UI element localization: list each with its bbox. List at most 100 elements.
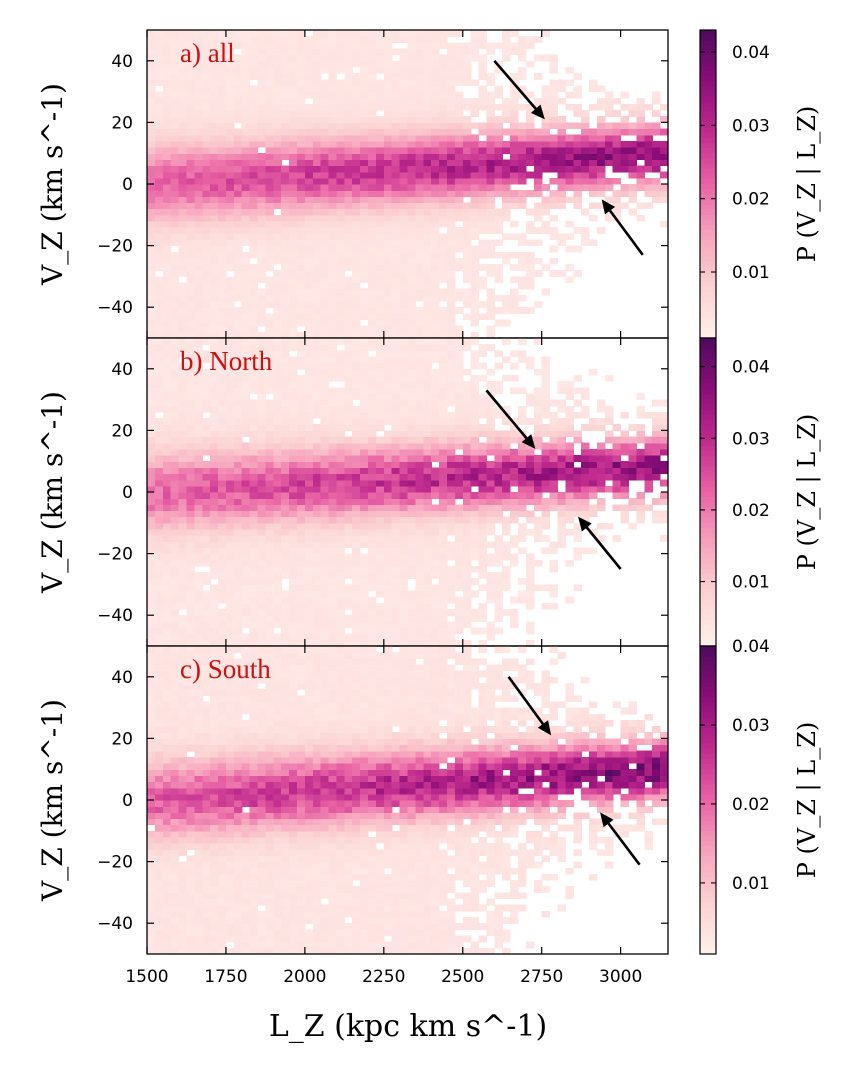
- heatmap-cell: [446, 424, 456, 431]
- heatmap-cell: [202, 85, 211, 93]
- heatmap-cell: [533, 36, 543, 43]
- heatmap-cell: [312, 196, 322, 204]
- heatmap-cell: [186, 319, 195, 327]
- heatmap-cell: [518, 479, 527, 487]
- heatmap-cell: [218, 442, 227, 450]
- heatmap-cell: [296, 350, 306, 358]
- heatmap-cell: [210, 338, 219, 345]
- heatmap-cell: [186, 541, 195, 549]
- heatmap-cell: [352, 418, 361, 425]
- heatmap-cell: [399, 264, 409, 271]
- colorbar-segment: [700, 45, 716, 52]
- heatmap-cell: [328, 344, 338, 351]
- heatmap-cell: [328, 399, 338, 407]
- heatmap-cell: [328, 602, 338, 610]
- heatmap-cell: [194, 233, 203, 241]
- heatmap-cell: [494, 627, 503, 635]
- heatmap-cell: [439, 208, 448, 216]
- heatmap-cell: [186, 621, 195, 629]
- heatmap-cell: [147, 307, 156, 314]
- heatmap-cell: [312, 461, 322, 468]
- heatmap-cell: [454, 510, 464, 518]
- heatmap-cell: [375, 313, 385, 321]
- heatmap-cell: [462, 621, 472, 629]
- heatmap-cell: [281, 54, 290, 62]
- heatmap-cell: [312, 442, 322, 450]
- heatmap-cell: [375, 381, 385, 388]
- heatmap-cell: [399, 522, 409, 530]
- heatmap-cell: [241, 547, 251, 555]
- heatmap-cell: [518, 510, 527, 518]
- heatmap-cell: [628, 190, 638, 197]
- heatmap-cell: [249, 627, 259, 635]
- heatmap-cell: [202, 288, 211, 296]
- heatmap-cell: [352, 528, 361, 536]
- heatmap-cell: [454, 30, 464, 37]
- heatmap-cell: [612, 110, 622, 117]
- heatmap-cell: [454, 110, 464, 117]
- heatmap-cell: [344, 147, 353, 154]
- heatmap-cell: [525, 393, 535, 401]
- heatmap-cell: [147, 461, 156, 468]
- heatmap-cell: [289, 331, 298, 339]
- heatmap-cell: [423, 405, 432, 413]
- heatmap-cell: [162, 609, 172, 616]
- heatmap-cell: [462, 227, 472, 234]
- heatmap-cell: [360, 528, 369, 536]
- heatmap-cell: [304, 479, 314, 487]
- heatmap-cell: [423, 36, 432, 43]
- heatmap-cell: [360, 276, 369, 284]
- heatmap-cell: [494, 504, 503, 512]
- heatmap-cell: [312, 405, 322, 413]
- heatmap-cell: [478, 455, 488, 462]
- heatmap-cell: [281, 565, 290, 573]
- heatmap-cell: [573, 153, 582, 160]
- heatmap-cell: [446, 387, 456, 395]
- heatmap-cell: [257, 436, 267, 444]
- heatmap-cell: [344, 233, 353, 241]
- heatmap-cell: [281, 479, 290, 487]
- heatmap-cell: [439, 485, 448, 493]
- heatmap-cell: [352, 424, 361, 431]
- heatmap-cell: [589, 184, 598, 191]
- heatmap-cell: [368, 374, 377, 382]
- heatmap-cell: [320, 535, 330, 542]
- heatmap-cell: [431, 405, 440, 413]
- heatmap-cell: [170, 418, 180, 425]
- heatmap-cell: [344, 485, 353, 493]
- heatmap-cell: [304, 356, 314, 364]
- heatmap-cell: [233, 165, 243, 173]
- heatmap-cell: [170, 91, 180, 99]
- heatmap-cell: [454, 153, 464, 160]
- heatmap-cell: [581, 110, 590, 117]
- heatmap-cell: [423, 510, 432, 518]
- heatmap-cell: [257, 122, 267, 130]
- heatmap-cell: [446, 584, 456, 592]
- heatmap-cell: [383, 110, 393, 117]
- heatmap-cell: [383, 344, 393, 351]
- heatmap-cell: [225, 282, 235, 290]
- heatmap-cell: [423, 578, 432, 585]
- heatmap-cell: [241, 455, 251, 462]
- heatmap-cell: [375, 362, 385, 370]
- heatmap-cell: [178, 461, 188, 468]
- heatmap-cell: [407, 294, 416, 302]
- heatmap-cell: [518, 338, 527, 345]
- heatmap-cell: [186, 455, 195, 462]
- heatmap-cell: [383, 547, 393, 555]
- heatmap-cell: [265, 282, 274, 290]
- heatmap-cell: [431, 387, 440, 395]
- heatmap-cell: [194, 615, 203, 622]
- heatmap-cell: [446, 147, 456, 154]
- heatmap-cell: [265, 239, 274, 247]
- heatmap-cell: [289, 510, 298, 518]
- heatmap-cell: [312, 498, 322, 505]
- heatmap-cell: [533, 227, 543, 234]
- heatmap-cell: [162, 66, 172, 74]
- heatmap-cell: [612, 97, 622, 105]
- heatmap-cell: [431, 516, 440, 524]
- heatmap-cell: [375, 319, 385, 327]
- heatmap-cell: [328, 214, 338, 222]
- heatmap-cell: [368, 319, 377, 327]
- heatmap-cell: [391, 633, 401, 641]
